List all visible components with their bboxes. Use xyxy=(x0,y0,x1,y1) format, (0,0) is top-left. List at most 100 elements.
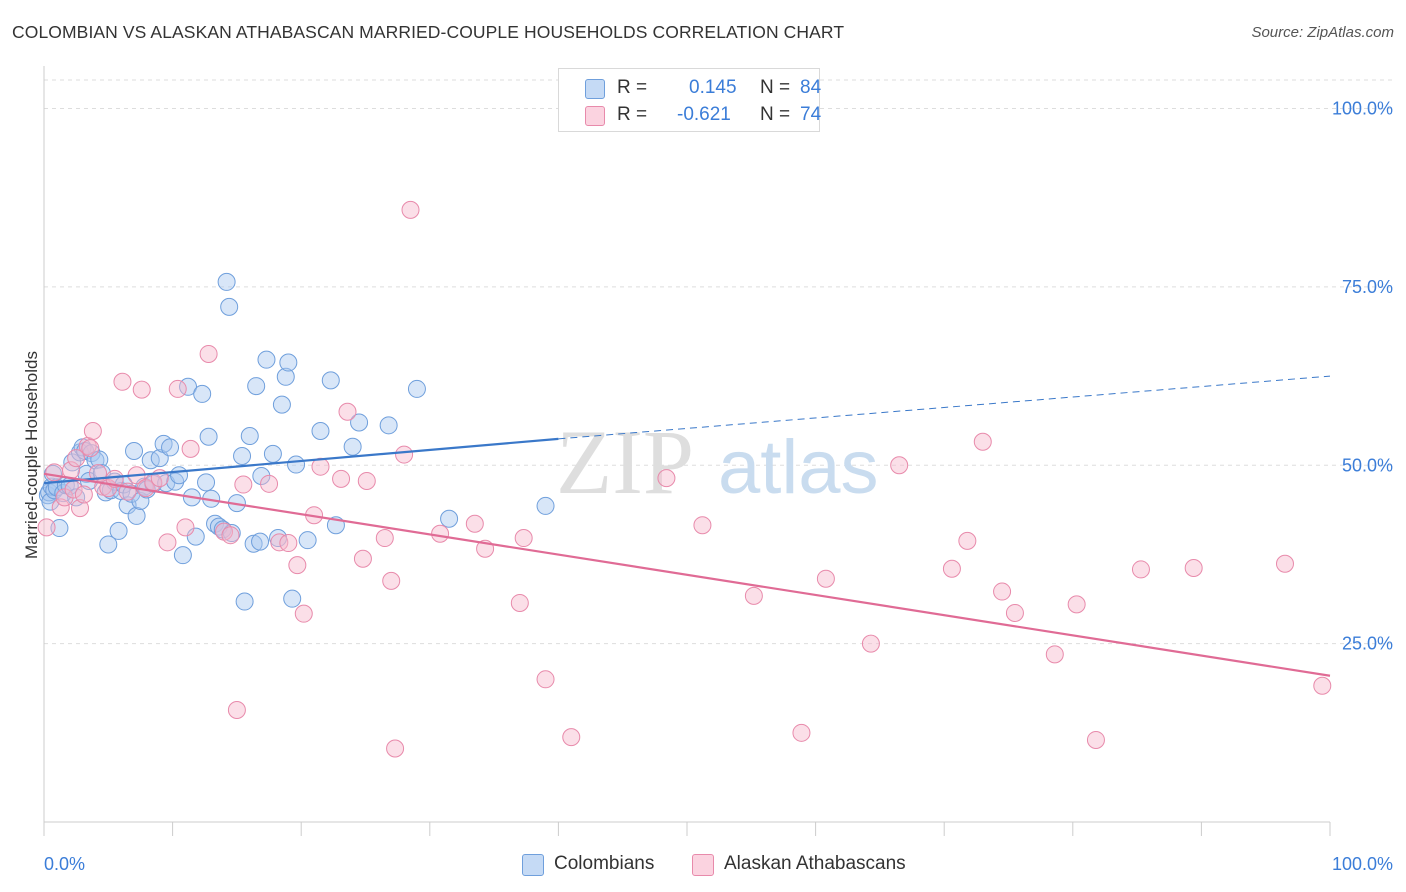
athabascan-point xyxy=(536,670,555,689)
watermark-atlas: atlas xyxy=(718,425,879,510)
athabascan-point xyxy=(395,445,414,464)
colombian-point xyxy=(76,442,95,460)
colombian-point xyxy=(440,509,459,528)
athabascan-point xyxy=(37,518,56,537)
y-tick-label: 100.0% xyxy=(1332,99,1393,119)
athabascan-point xyxy=(357,471,376,490)
athabascan-point xyxy=(386,739,405,758)
y-tick-label: 50.0% xyxy=(1342,455,1393,475)
chart-title: COLOMBIAN VS ALASKAN ATHABASCAN MARRIED-… xyxy=(12,22,845,42)
athabascan-point xyxy=(353,549,372,568)
athabascan-point xyxy=(1045,645,1064,664)
colombian-point xyxy=(235,592,254,611)
colombian-point xyxy=(99,535,118,554)
colombian-point xyxy=(161,438,180,457)
colombian-point xyxy=(263,444,282,463)
watermark-zip: ZIP xyxy=(556,411,694,513)
athabascan-point xyxy=(1005,603,1024,622)
colombian-trend-extension xyxy=(558,375,1331,440)
bottom-legend-swatch-pink xyxy=(692,854,714,876)
colombian-point xyxy=(311,422,330,441)
colombian-point xyxy=(141,451,160,470)
athabascan-point xyxy=(401,200,420,219)
athabascan-point xyxy=(890,456,909,475)
athabascan-point xyxy=(311,457,330,476)
athabascan-point xyxy=(1313,676,1332,695)
colombian-point xyxy=(257,350,276,369)
x-tick-label-min: 0.0% xyxy=(44,854,85,874)
athabascan-point xyxy=(465,514,484,533)
tick-labels: 25.0% 50.0% 75.0% 100.0% 0.0% 100.0% xyxy=(44,99,1393,874)
legend-r-label: R = xyxy=(617,104,648,125)
athabascan-point xyxy=(45,463,64,482)
athabascan-point xyxy=(431,524,450,543)
athabascan-point xyxy=(83,422,102,441)
colombian-point xyxy=(276,367,295,386)
colombian-point xyxy=(217,272,236,291)
athabascan-point xyxy=(294,604,313,623)
y-axis-label: Married-couple Households xyxy=(22,351,41,559)
athabascan-point xyxy=(993,582,1012,601)
athabascan-trend-line xyxy=(43,472,1331,677)
athabascan-point xyxy=(375,529,394,548)
athabascan-point xyxy=(132,380,151,399)
y-tick-label: 25.0% xyxy=(1342,634,1393,654)
athabascan-point xyxy=(74,485,93,504)
bottom-legend-label: Alaskan Athabascans xyxy=(724,853,906,874)
legend-r-value: 0.145 xyxy=(689,77,737,98)
athabascan-point xyxy=(81,439,100,458)
colombian-point xyxy=(233,446,252,465)
athabascan-point xyxy=(288,556,307,575)
athabascan-point xyxy=(816,569,835,588)
athabascan-point xyxy=(338,402,357,421)
gridlines xyxy=(44,79,1392,645)
athabascan-point xyxy=(792,723,811,742)
athabascan-point xyxy=(1184,559,1203,578)
colombian-point xyxy=(252,466,271,485)
legend-swatch-pink xyxy=(585,106,605,126)
colombian-point xyxy=(127,506,146,525)
colombian-point xyxy=(170,466,189,485)
colombian-point xyxy=(283,589,302,608)
athabascan-point xyxy=(199,344,218,363)
athabascan-point xyxy=(382,571,401,590)
athabascan-point xyxy=(51,498,70,517)
athabascan-point xyxy=(221,526,240,545)
watermark: ZIP atlas xyxy=(556,411,879,513)
legend-n-value: 84 xyxy=(800,77,822,98)
colombian-point xyxy=(247,377,266,396)
athabascan-point xyxy=(168,379,187,398)
athabascan-point xyxy=(744,586,763,605)
colombian-point xyxy=(321,371,340,390)
athabascan-point xyxy=(514,529,533,548)
athabascan-point xyxy=(260,474,279,493)
colombian-point xyxy=(244,534,263,553)
axes xyxy=(43,66,1331,836)
legend-r-label: R = xyxy=(617,77,648,98)
athabascan-point xyxy=(1067,595,1086,614)
colombian-point xyxy=(109,521,128,540)
colombian-point xyxy=(407,379,426,398)
athabascan-point xyxy=(176,518,195,537)
colombian-point xyxy=(193,384,212,403)
athabascan-point xyxy=(332,469,351,488)
legend-n-label: N = xyxy=(760,104,791,125)
athabascan-point xyxy=(227,700,246,719)
athabascan-point xyxy=(1131,560,1150,579)
colombian-point xyxy=(50,519,69,538)
colombian-point xyxy=(298,531,317,550)
athabascan-point xyxy=(181,439,200,458)
x-tick-label-max: 100.0% xyxy=(1332,854,1393,874)
athabascan-point xyxy=(234,475,253,494)
data-points xyxy=(37,200,1332,758)
correlation-legend: R = 0.145 N = 84 R = -0.621 N = 74 xyxy=(558,68,822,132)
colombian-point xyxy=(350,413,369,432)
athabascan-point xyxy=(562,728,581,747)
legend-n-value: 74 xyxy=(800,104,822,125)
chart-source: Source: ZipAtlas.com xyxy=(1251,24,1394,41)
colombian-point xyxy=(199,427,218,446)
colombian-trend-line xyxy=(43,437,559,485)
athabascan-point xyxy=(861,634,880,653)
colombian-point xyxy=(343,437,362,456)
